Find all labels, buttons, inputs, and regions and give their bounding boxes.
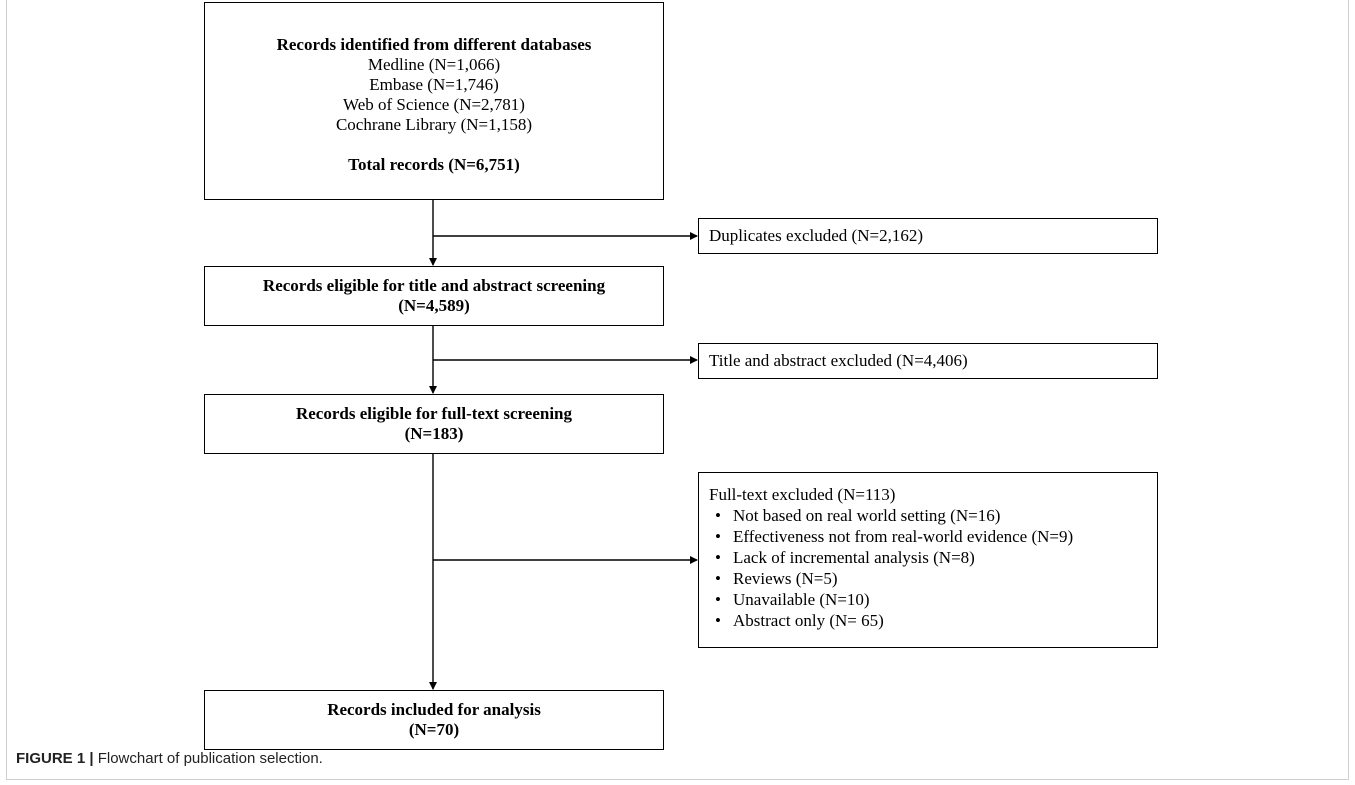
included-title: Records included for analysis [327,700,541,719]
reason-item: Reviews (N=5) [709,568,1157,589]
db-medline: Medline (N=1,066) [367,55,501,74]
screening-count: (N=4,589) [398,296,470,315]
fulltext-box: Records eligible for full-text screening… [204,394,664,454]
fulltext-excluded-title: Full-text excluded (N=113) [709,485,896,504]
screening-title: Records eligible for title and abstract … [262,276,606,295]
duplicates-label: Duplicates excluded (N=2,162) [709,226,923,245]
fulltext-title: Records eligible for full-text screening [295,404,573,423]
duplicates-box: Duplicates excluded (N=2,162) [698,218,1158,254]
reason-item: Lack of incremental analysis (N=8) [709,547,1157,568]
caption-label: FIGURE 1 | [16,750,94,767]
identified-title: Records identified from different databa… [276,35,592,54]
db-embase: Embase (N=1,746) [369,75,499,94]
fulltext-excluded-box: Full-text excluded (N=113) Not based on … [698,472,1158,648]
screening-box: Records eligible for title and abstract … [204,266,664,326]
identified-box: Records identified from different databa… [204,2,664,200]
reason-item: Effectiveness not from real-world eviden… [709,526,1157,547]
abstract-excluded-box: Title and abstract excluded (N=4,406) [698,343,1158,379]
caption-text: Flowchart of publication selection. [93,750,323,767]
fulltext-count: (N=183) [404,424,464,443]
figure-caption: FIGURE 1 | Flowchart of publication sele… [16,750,323,767]
db-web-of-science: Web of Science (N=2,781) [343,95,525,114]
reason-item: Unavailable (N=10) [709,589,1157,610]
included-count: (N=70) [408,720,460,739]
reason-item: Not based on real world setting (N=16) [709,505,1157,526]
figure-frame [6,0,1349,780]
included-box: Records included for analysis (N=70) [204,690,664,750]
exclusion-reasons-list: Not based on real world setting (N=16) E… [709,505,1157,631]
total-records: Total records (N=6,751) [348,155,520,174]
db-cochrane: Cochrane Library (N=1,158) [335,115,533,134]
reason-item: Abstract only (N= 65) [709,610,1157,631]
abstract-excluded-label: Title and abstract excluded (N=4,406) [709,351,968,370]
